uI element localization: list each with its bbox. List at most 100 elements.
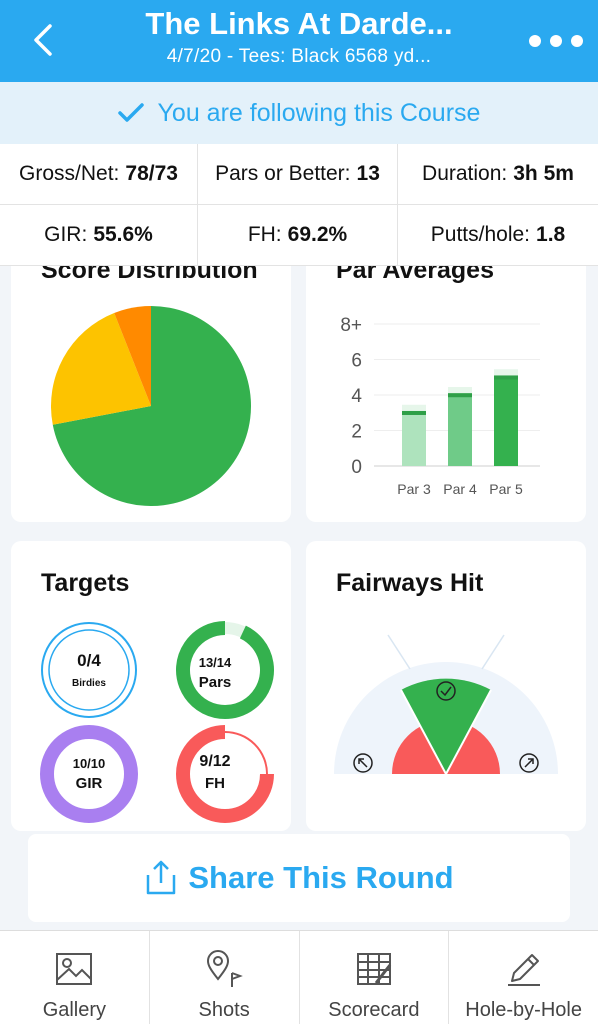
stat-value: 69.2% bbox=[287, 223, 348, 246]
stat-value: 1.8 bbox=[536, 223, 566, 246]
card-title: Targets bbox=[41, 569, 130, 597]
par-bar-chart: 0 2 4 6 8+ Par 3 Par 4 Par 5 bbox=[340, 315, 540, 497]
stat-gross-net: Gross/Net: 78/73 bbox=[0, 144, 198, 204]
ring-outer bbox=[41, 622, 137, 718]
target-label: GIR bbox=[75, 775, 103, 792]
page-title: The Links At Darde... bbox=[145, 6, 453, 41]
pie-slice-2 bbox=[114, 306, 151, 406]
tab-bar: Gallery Shots Scorecard Hole-by-Hole bbox=[0, 930, 598, 1024]
image-icon bbox=[56, 953, 93, 985]
share-round-button[interactable]: Share This Round bbox=[28, 834, 570, 922]
checkmark-icon bbox=[117, 103, 144, 122]
y-tick-label: 6 bbox=[351, 351, 362, 372]
fairways-hit-card[interactable]: Fairways Hit bbox=[306, 541, 586, 831]
fairway-check-icon bbox=[436, 681, 456, 701]
target-fh: 9/12 FH bbox=[166, 753, 264, 792]
target-value: 13/14 bbox=[198, 655, 232, 670]
tab-label: Hole-by-Hole bbox=[465, 999, 582, 1021]
stats-row: Gross/Net: 78/73 Pars or Better: 13 Durati… bbox=[0, 144, 598, 205]
targets-rings bbox=[40, 621, 274, 823]
bar-cap-2 bbox=[494, 375, 518, 380]
x-tick-label: Par 4 bbox=[443, 481, 477, 497]
y-tick-label: 8+ bbox=[340, 315, 362, 336]
tab-gallery[interactable]: Gallery bbox=[0, 931, 150, 1024]
fairways-gauge bbox=[334, 634, 558, 775]
bar-1 bbox=[448, 393, 472, 466]
tab-label: Scorecard bbox=[328, 999, 420, 1021]
stat-value: 3h 5m bbox=[513, 162, 574, 185]
ring-progress bbox=[176, 621, 274, 719]
target-value: 0/4 bbox=[77, 651, 101, 670]
follow-text: You are following this Course bbox=[157, 98, 481, 127]
targets-card[interactable]: Targets 0/4 Birdies 13/14 Pars 10/10 GIR… bbox=[11, 541, 291, 831]
chevron-left-icon[interactable] bbox=[26, 18, 62, 62]
bar-cap-0 bbox=[402, 410, 426, 415]
target-pars: 13/14 Pars bbox=[166, 655, 264, 691]
map-pin-icon bbox=[207, 950, 243, 987]
stat-label: Pars or Better: bbox=[215, 162, 351, 185]
miss-left-arrow-icon bbox=[353, 753, 373, 773]
target-value: 10/10 bbox=[72, 756, 106, 771]
target-label: Birdies bbox=[72, 678, 106, 689]
stat-value: 55.6% bbox=[93, 223, 153, 246]
pencil-icon bbox=[507, 954, 540, 986]
gauge-edge bbox=[445, 689, 492, 775]
stat-duration: Duration: 3h 5m bbox=[398, 144, 598, 204]
ring-progress bbox=[176, 725, 274, 823]
pie-slice-0 bbox=[52, 306, 251, 506]
stat-gir: GIR: 55.6% bbox=[0, 205, 198, 265]
scorecard-icon bbox=[356, 953, 392, 985]
tab-label: Shots bbox=[198, 999, 250, 1021]
header: The Links At Darde... 4/7/20 - Tees: Bla… bbox=[0, 0, 598, 82]
page-subtitle: 4/7/20 - Tees: Black 6568 yd... bbox=[166, 46, 432, 67]
stat-value: 78/73 bbox=[125, 162, 178, 185]
x-tick-label: Par 5 bbox=[489, 481, 523, 497]
gauge-divider bbox=[387, 634, 411, 670]
more-horizontal-icon[interactable] bbox=[528, 34, 584, 48]
ring-progress bbox=[40, 725, 138, 823]
bar-range-2 bbox=[494, 369, 518, 376]
y-tick-label: 0 bbox=[351, 457, 362, 478]
card-title: Fairways Hit bbox=[336, 569, 484, 597]
miss-right-arrow-icon bbox=[519, 753, 539, 773]
bar-2 bbox=[494, 375, 518, 466]
y-tick-label: 2 bbox=[351, 422, 362, 443]
bar-range-0 bbox=[402, 404, 426, 411]
bar-cap-1 bbox=[448, 393, 472, 398]
share-icon bbox=[147, 860, 176, 895]
stat-label: Gross/Net: bbox=[19, 162, 120, 185]
x-tick-label: Par 3 bbox=[397, 481, 431, 497]
stat-putts: Putts/hole: 1.8 bbox=[398, 205, 598, 265]
bar-0 bbox=[402, 410, 426, 466]
stat-label: Putts/hole: bbox=[430, 223, 531, 246]
target-label: Pars bbox=[198, 674, 232, 691]
stat-fh: FH: 69.2% bbox=[198, 205, 398, 265]
stat-label: GIR: bbox=[44, 223, 88, 246]
y-tick-label: 4 bbox=[351, 386, 362, 407]
gauge-edge bbox=[400, 689, 447, 775]
score-pie-chart bbox=[51, 306, 251, 506]
stats-row: GIR: 55.6% FH: 69.2% Putts/hole: 1.8 bbox=[0, 205, 598, 266]
score-distribution-card[interactable]: Score Distribution bbox=[11, 240, 291, 522]
share-label: Share This Round bbox=[188, 860, 454, 895]
ring-inner bbox=[48, 629, 130, 711]
target-birdies: 0/4 Birdies bbox=[40, 651, 138, 689]
tab-shots[interactable]: Shots bbox=[150, 931, 300, 1024]
stat-value: 13 bbox=[356, 162, 380, 185]
tab-scorecard[interactable]: Scorecard bbox=[300, 931, 450, 1024]
par-averages-card[interactable]: Par Averages 0 2 4 6 8+ Par 3 Par 4 Par 5 bbox=[306, 240, 586, 522]
pie-slice-1 bbox=[51, 313, 151, 425]
stat-label: FH: bbox=[247, 223, 282, 246]
follow-banner[interactable]: You are following this Course bbox=[0, 82, 598, 144]
target-gir: 10/10 GIR bbox=[40, 756, 138, 792]
gauge-hit-wedge bbox=[401, 678, 491, 774]
stat-label: Duration: bbox=[422, 162, 508, 185]
target-value: 9/12 bbox=[199, 753, 231, 770]
bar-range-1 bbox=[448, 387, 472, 394]
stats-table: Gross/Net: 78/73 Pars or Better: 13 Durati… bbox=[0, 144, 598, 266]
gauge-divider bbox=[481, 634, 505, 670]
stat-pars-or-better: Pars or Better: 13 bbox=[198, 144, 398, 204]
tab-hole-by-hole[interactable]: Hole-by-Hole bbox=[449, 931, 598, 1024]
target-label: FH bbox=[205, 775, 225, 792]
tab-label: Gallery bbox=[42, 999, 107, 1021]
